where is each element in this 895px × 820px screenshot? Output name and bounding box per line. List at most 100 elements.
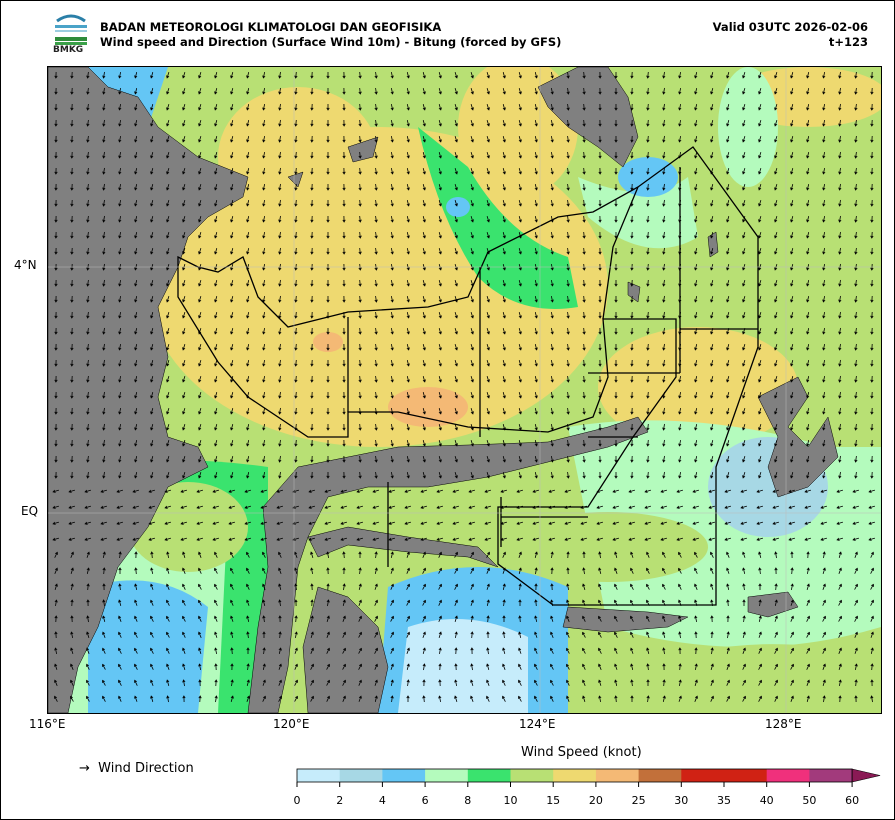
wind-arrow <box>310 183 314 191</box>
wind-arrow <box>454 471 458 479</box>
wind-arrow <box>150 615 154 622</box>
wind-arrow <box>646 311 650 319</box>
wind-arrow <box>390 216 394 223</box>
wind-arrow <box>662 567 666 574</box>
wind-arrow <box>390 551 394 558</box>
wind-arrow <box>214 375 218 383</box>
wind-arrow <box>614 376 618 383</box>
wind-arrow <box>388 537 396 541</box>
wind-arrow <box>406 328 410 335</box>
wind-arrow <box>246 104 250 111</box>
wind-arrow <box>806 104 810 111</box>
wind-arrow <box>134 168 138 175</box>
wind-arrow <box>166 231 170 239</box>
wind-arrow <box>726 599 730 607</box>
wind-arrow <box>134 344 138 351</box>
wind-arrow <box>278 567 282 574</box>
wind-arrow <box>182 359 186 367</box>
wind-arrow <box>390 599 394 606</box>
wind-arrow <box>662 87 666 95</box>
wind-arrow <box>550 583 554 591</box>
wind-arrow <box>438 311 442 319</box>
wind-arrow <box>550 152 554 159</box>
wind-arrow <box>630 295 634 303</box>
wind-arrow <box>102 103 106 111</box>
wind-arrow <box>534 312 538 319</box>
wind-arrow <box>822 615 826 622</box>
wind-arrow <box>262 615 266 623</box>
wind-arrow <box>438 199 442 207</box>
wind-arrow <box>214 231 218 239</box>
wind-arrow <box>646 615 650 622</box>
wind-arrow <box>54 279 58 287</box>
wind-arrow <box>262 424 266 431</box>
wind-arrow <box>438 695 442 702</box>
wind-arrow <box>470 647 474 655</box>
wind-arrow <box>182 247 186 255</box>
wind-arrow <box>678 615 682 623</box>
wind-arrow <box>230 615 234 622</box>
wind-arrow <box>710 359 714 367</box>
wind-arrow <box>70 375 74 383</box>
wind-arrow <box>758 71 762 79</box>
wind-arrow <box>710 583 714 590</box>
wind-arrow <box>726 471 730 479</box>
wind-arrow <box>870 551 874 558</box>
wind-arrow <box>54 455 58 463</box>
wind-arrow <box>662 439 666 447</box>
wind-arrow <box>102 135 106 143</box>
wind-arrow <box>470 679 474 687</box>
wind-arrow <box>118 280 122 287</box>
wind-arrow <box>470 343 474 351</box>
wind-arrow <box>262 472 266 479</box>
wind-arrow <box>294 663 298 670</box>
wind-arrow <box>326 232 330 239</box>
wind-arrow <box>518 439 522 447</box>
wind-arrow <box>100 505 108 509</box>
wind-arrow <box>294 391 298 399</box>
wind-arrow <box>598 247 602 255</box>
wind-arrow <box>726 87 730 95</box>
wind-arrow <box>612 521 620 525</box>
wind-arrow <box>758 119 762 127</box>
wind-arrow <box>374 439 378 447</box>
wind-arrow <box>118 599 122 607</box>
wind-arrow <box>566 391 570 399</box>
wind-arrow <box>374 119 378 127</box>
wind-arrow <box>196 489 204 493</box>
wind-arrow <box>582 183 586 191</box>
wind-arrow <box>198 583 202 590</box>
wind-arrow <box>246 296 250 303</box>
wind-arrow <box>390 328 394 335</box>
wind-arrow <box>790 231 794 239</box>
wind-arrow <box>614 392 618 399</box>
wind-arrow <box>774 583 778 591</box>
wind-arrow <box>358 103 362 111</box>
wind-arrow <box>598 679 602 686</box>
wind-arrow <box>598 151 602 159</box>
wind-arrow <box>134 456 138 463</box>
wind-arrow <box>470 199 474 207</box>
colorbar-segment <box>809 769 853 782</box>
wind-arrow <box>838 167 842 175</box>
wind-arrow <box>422 455 426 463</box>
wind-arrow <box>150 343 154 351</box>
wind-arrow <box>422 311 426 319</box>
wind-arrow <box>694 440 698 447</box>
wind-arrow <box>630 551 634 558</box>
wind-arrow <box>198 87 202 95</box>
wind-arrow <box>406 679 410 687</box>
wind-arrow <box>100 521 108 525</box>
wind-arrow <box>614 136 618 143</box>
wind-arrow <box>646 423 650 431</box>
wind-arrow <box>758 439 762 447</box>
wind-arrow <box>550 168 554 175</box>
wind-arrow <box>86 183 90 191</box>
wind-arrow <box>598 135 602 143</box>
wind-arrow <box>246 631 250 639</box>
wind-arrow <box>518 103 522 111</box>
wind-arrow <box>518 359 522 367</box>
wind-arrow <box>742 439 746 447</box>
wind-arrow <box>374 327 378 335</box>
wind-arrow <box>758 359 762 367</box>
